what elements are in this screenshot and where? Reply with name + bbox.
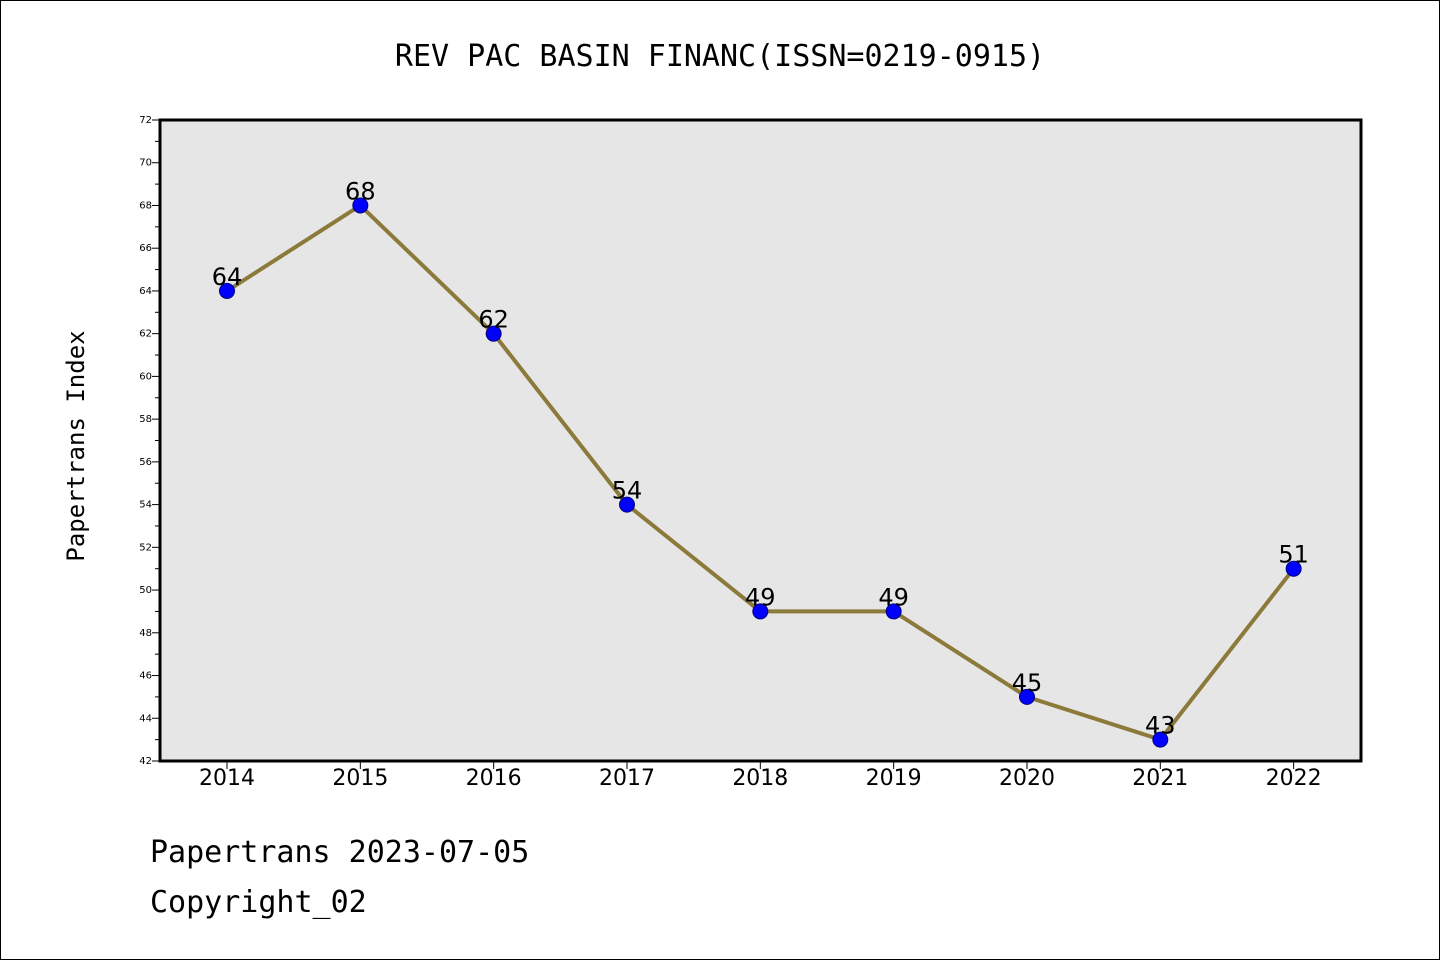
data-point [352,197,369,214]
y-axis-label: Papertrans Index [62,330,90,561]
y-tick-label: 72 [139,115,152,126]
x-tick-label: 2014 [199,766,255,791]
data-label: 64 [212,263,243,291]
y-tick-label: 66 [139,243,152,254]
x-tick-label: 2020 [999,766,1055,791]
footer-date-line: Papertrans 2023-07-05 [150,835,530,870]
footer-copyright: Copyright_02 [150,885,367,920]
y-tick-label: 42 [139,756,152,767]
x-tick-label: 2022 [1266,766,1322,791]
y-tick-label: 54 [139,500,152,511]
data-point [885,603,902,620]
data-label: 62 [478,306,509,334]
data-markers [219,197,1302,748]
chart-title: REV PAC BASIN FINANC(ISSN=0219-0915) [395,39,1045,74]
data-point [485,325,502,342]
data-label: 68 [345,177,376,205]
data-point [1285,560,1302,577]
data-label: 51 [1278,541,1309,569]
x-axis: 2014 2015 2016 2017 2018 2019 2020 2021 2022 [199,761,1322,791]
data-point [618,496,635,513]
data-label: 54 [612,477,643,505]
y-tick-label: 60 [139,371,152,382]
data-point [1152,731,1169,748]
y-tick-label: 44 [139,713,152,724]
data-label: 49 [745,583,776,611]
data-point [219,282,235,299]
x-tick-label: 2017 [599,766,655,791]
data-point [1018,688,1035,705]
x-tick-label: 2016 [466,766,522,791]
y-tick-label: 68 [139,200,152,211]
x-tick-label: 2021 [1132,766,1188,791]
y-tick-label: 52 [139,542,152,553]
plot-area [160,120,1361,761]
data-labels: 64 68 62 54 49 49 45 43 51 [212,177,1309,739]
y-axis: 42 44 46 48 50 52 54 56 58 60 62 64 66 68 70 72 [139,115,160,767]
y-tick-label: 48 [139,628,152,639]
x-tick-label: 2019 [866,766,922,791]
data-label: 49 [878,583,909,611]
y-tick-label: 56 [139,457,152,468]
y-tick-label: 64 [139,286,152,297]
data-label: 45 [1012,669,1043,697]
y-tick-label: 62 [139,329,152,340]
x-tick-label: 2015 [332,766,388,791]
data-point [752,603,769,620]
y-tick-label: 50 [139,585,152,596]
y-tick-label: 46 [139,671,152,682]
x-tick-label: 2018 [732,766,788,791]
data-label: 43 [1145,712,1176,740]
plot-border [158,118,1363,763]
y-tick-label: 70 [139,158,152,169]
y-tick-label: 58 [139,414,152,425]
